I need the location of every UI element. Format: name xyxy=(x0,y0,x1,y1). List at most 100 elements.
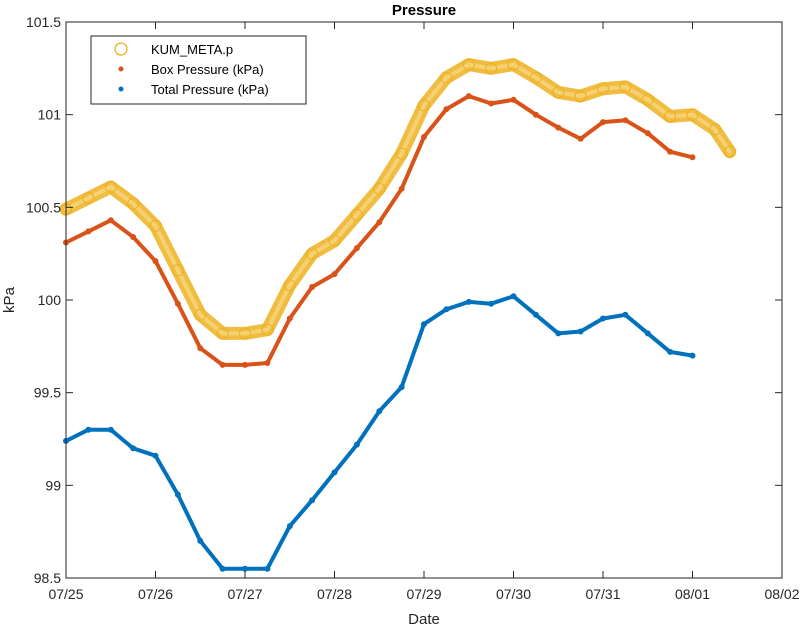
legend-marker xyxy=(114,42,128,56)
data-point xyxy=(219,361,226,368)
series-line xyxy=(64,294,695,571)
data-point xyxy=(443,106,450,113)
data-point xyxy=(689,154,696,161)
data-point xyxy=(328,234,341,247)
x-tick-label: 07/25 xyxy=(48,586,83,602)
series-line xyxy=(59,58,737,340)
data-point xyxy=(376,408,383,415)
legend: KUM_META.p Box Pressure (kPa) Total Pressu… xyxy=(90,35,307,105)
legend-item-0: KUM_META.p xyxy=(114,42,233,57)
data-point xyxy=(152,258,159,265)
data-point xyxy=(171,264,184,277)
data-point xyxy=(641,93,654,106)
data-point xyxy=(216,327,229,340)
data-point xyxy=(219,565,226,572)
data-point xyxy=(532,111,539,118)
data-point xyxy=(465,298,472,305)
data-point xyxy=(622,117,629,124)
data-point xyxy=(465,93,472,100)
y-tick-label: 99.5 xyxy=(34,385,61,401)
data-point xyxy=(242,361,248,368)
legend-item-1: Box Pressure (kPa) xyxy=(118,62,264,77)
data-point xyxy=(421,133,427,140)
data-point xyxy=(622,311,629,318)
data-point xyxy=(600,315,606,322)
data-point xyxy=(194,308,207,321)
x-tick-label: 07/26 xyxy=(138,586,173,602)
data-point xyxy=(723,145,736,158)
data-point xyxy=(85,426,92,433)
data-point xyxy=(242,565,248,572)
data-point xyxy=(619,80,632,93)
series-line-inner xyxy=(64,62,732,336)
data-point xyxy=(577,328,584,335)
y-tick-label: 100 xyxy=(38,292,62,308)
series-1 xyxy=(63,93,696,368)
data-point xyxy=(107,217,114,224)
series-2 xyxy=(63,293,696,572)
data-point xyxy=(552,86,565,99)
data-point xyxy=(104,180,117,193)
data-point xyxy=(443,306,450,313)
data-point xyxy=(689,352,696,359)
data-point xyxy=(555,124,562,131)
data-point xyxy=(667,148,674,155)
series-0 xyxy=(59,58,737,340)
data-point xyxy=(261,323,274,336)
data-point xyxy=(686,108,699,121)
data-point xyxy=(197,345,204,352)
data-point xyxy=(600,119,606,126)
series-layer xyxy=(59,58,737,572)
data-point xyxy=(264,360,271,366)
data-point xyxy=(353,441,360,448)
data-point xyxy=(174,491,181,498)
data-point xyxy=(421,321,427,328)
data-point xyxy=(350,208,363,221)
x-tick-label: 07/27 xyxy=(227,586,262,602)
y-tick-label: 100.5 xyxy=(26,199,61,215)
data-point xyxy=(485,62,498,75)
data-point xyxy=(82,192,95,205)
x-tick-label: 07/30 xyxy=(496,586,531,602)
data-point xyxy=(373,182,386,195)
data-point xyxy=(309,497,316,504)
data-point xyxy=(577,135,584,142)
data-point xyxy=(574,90,587,103)
data-point xyxy=(286,523,293,530)
x-tick-label: 08/02 xyxy=(764,586,799,602)
data-point xyxy=(264,565,271,572)
data-point xyxy=(664,110,677,123)
data-point xyxy=(174,300,181,307)
data-point xyxy=(331,469,338,476)
legend-box xyxy=(90,35,307,105)
data-point xyxy=(597,82,609,95)
x-tick-label: 07/31 xyxy=(585,586,620,602)
x-tick-label: 08/01 xyxy=(675,586,710,602)
data-point xyxy=(529,71,542,84)
y-tick-label: 99 xyxy=(45,477,61,493)
data-point xyxy=(283,279,296,292)
data-point xyxy=(353,245,360,252)
legend-marker xyxy=(118,86,124,92)
data-point xyxy=(152,452,159,459)
data-point xyxy=(440,71,453,84)
data-point xyxy=(149,219,162,232)
chart-title: Pressure xyxy=(392,2,456,19)
data-point xyxy=(395,147,408,160)
data-point xyxy=(331,271,338,278)
data-point xyxy=(130,234,137,240)
data-point xyxy=(398,384,405,391)
legend-label: KUM_META.p xyxy=(151,42,233,57)
data-point xyxy=(376,219,383,226)
data-point xyxy=(462,58,475,71)
data-point xyxy=(488,100,495,107)
data-point xyxy=(644,330,651,337)
legend-label: Box Pressure (kPa) xyxy=(151,62,264,77)
ticks-layer: 07/25 07/26 07/27 07/28 07/29 07/30 07/31 08/01… xyxy=(26,14,800,602)
legend-label: Total Pressure (kPa) xyxy=(151,82,269,97)
data-point xyxy=(107,426,114,433)
data-point xyxy=(398,185,405,192)
data-point xyxy=(286,315,293,322)
